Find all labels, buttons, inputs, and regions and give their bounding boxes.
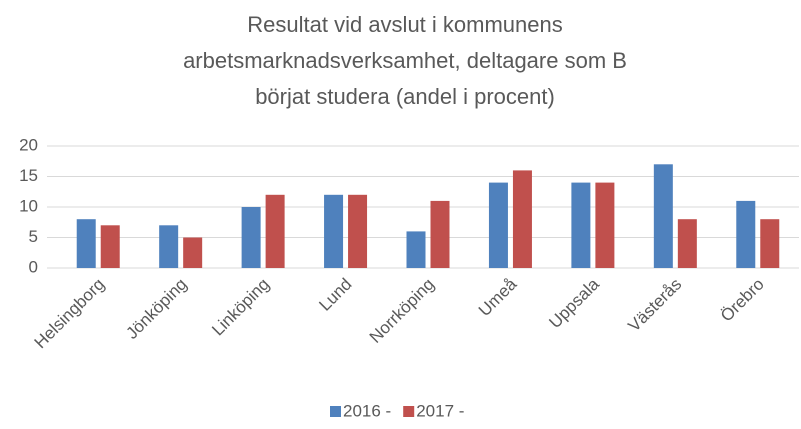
bar [100, 225, 120, 268]
legend-label: 2017 - [416, 401, 464, 420]
y-tick-label: 0 [29, 257, 38, 276]
x-tick-label: Uppsala [545, 274, 603, 332]
legend-swatch [403, 406, 415, 417]
x-tick-label: Jönköping [122, 275, 190, 343]
legend-label: 2016 - [343, 401, 391, 420]
bar [265, 194, 285, 268]
bar [736, 200, 756, 268]
bar [183, 237, 203, 268]
bar [430, 200, 450, 268]
x-tick-label: Västerås [624, 275, 685, 336]
x-tick-label: Norrköping [366, 275, 438, 347]
legend-swatch [330, 406, 341, 417]
bar [348, 194, 368, 268]
bar [76, 219, 96, 268]
bar [324, 194, 344, 268]
chart-title: Resultat vid avslut i kommunens [247, 12, 562, 37]
y-tick-label: 20 [19, 135, 38, 154]
bar [488, 182, 508, 268]
y-tick-label: 15 [19, 166, 38, 185]
x-tick-label: Lund [315, 275, 355, 315]
bar [512, 170, 532, 268]
x-tick-label: Linköping [208, 275, 273, 340]
y-tick-label: 10 [19, 196, 38, 215]
bar [241, 207, 261, 268]
bar [760, 219, 780, 268]
x-tick-label: Örebro [717, 275, 768, 326]
bar [595, 182, 615, 268]
y-tick-label: 5 [29, 227, 38, 246]
bar [406, 231, 426, 268]
chart-title: arbetsmarknadsverksamhet, deltagare som … [183, 48, 627, 73]
chart-title: börjat studera (andel i procent) [255, 84, 555, 109]
bar [159, 225, 179, 268]
x-tick-label: Umeå [475, 274, 521, 320]
bar [677, 219, 697, 268]
bar [571, 182, 591, 268]
x-tick-label: Helsingborg [31, 275, 109, 353]
bar [653, 164, 673, 268]
